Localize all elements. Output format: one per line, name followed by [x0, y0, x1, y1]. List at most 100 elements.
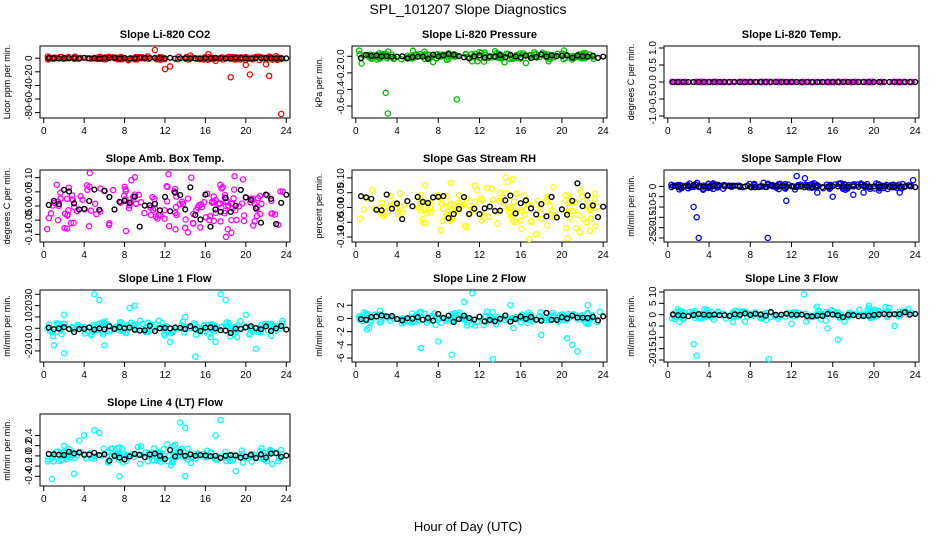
mean-point — [252, 205, 260, 212]
data-point — [179, 200, 187, 208]
chart-panel: Slope Sample Flow 0 4 8 12 16 20 24 0 -5-10-15-20… — [626, 153, 921, 261]
data-point — [447, 200, 455, 208]
data-point — [591, 190, 598, 197]
data-point — [147, 211, 155, 219]
x-tick-label: 0 — [353, 126, 359, 137]
y-tick-label: 0.00 — [24, 196, 35, 216]
y-tick-label: -5 — [648, 321, 659, 330]
x-tick-label: 4 — [706, 126, 712, 137]
y-tick-label: -0.10 — [336, 225, 347, 248]
data-point — [121, 183, 128, 191]
data-point — [855, 306, 863, 313]
mean-point — [383, 191, 390, 198]
figure-title: SPL_101207 Slope Diagnostics — [370, 1, 567, 17]
mean-point — [450, 210, 457, 218]
y-axis-label: ml/min per min. — [2, 295, 12, 357]
x-tick-label: 8 — [122, 126, 128, 137]
data-point — [494, 220, 501, 227]
data-point — [182, 216, 189, 223]
y-tick-label: -4 — [336, 340, 347, 349]
x-tick-label: 0 — [353, 370, 359, 381]
data-point — [591, 195, 599, 203]
x-tick-label: 4 — [394, 370, 400, 381]
mean-point — [471, 316, 478, 323]
chart-panel: Slope Amb. Box Temp. 0 4 8 12 16 20 24 0.100.050… — [2, 153, 292, 261]
x-tick-label: 8 — [122, 494, 128, 505]
data-point — [439, 217, 446, 225]
mean-point — [589, 313, 597, 321]
mean-point — [283, 326, 290, 333]
mean-point — [363, 194, 370, 201]
data-point — [572, 224, 580, 232]
data-point — [69, 196, 76, 204]
mean-point — [414, 193, 421, 201]
outlier-point — [176, 419, 184, 426]
data-point — [510, 198, 518, 206]
outlier-point — [814, 189, 821, 196]
y-tick-label: -20 — [648, 352, 659, 367]
outlier-point — [896, 189, 903, 196]
y-tick-label: 0.0 — [336, 49, 347, 63]
data-point — [257, 328, 264, 336]
x-tick-label: 24 — [598, 250, 610, 261]
data-point — [190, 319, 198, 327]
data-point — [53, 181, 61, 188]
mean-point — [497, 315, 504, 322]
x-tick-label: 0 — [665, 370, 671, 381]
data-point — [98, 319, 106, 326]
mean-point — [182, 206, 189, 213]
x-tick-label: 4 — [706, 250, 712, 261]
data-point — [45, 321, 53, 328]
mean-point — [600, 203, 607, 210]
mean-point — [741, 310, 749, 317]
data-point — [218, 185, 225, 192]
data-point — [106, 220, 113, 227]
y-tick-label: 0 — [648, 183, 659, 189]
outlier-point — [429, 58, 437, 66]
data-point — [565, 193, 572, 200]
mean-point — [481, 205, 488, 212]
outlier-point — [50, 342, 58, 349]
mean-point — [363, 316, 370, 323]
outlier-point — [96, 429, 103, 437]
mean-point — [257, 326, 265, 333]
mean-point — [819, 312, 826, 320]
mean-point — [192, 326, 199, 333]
outlier-point — [860, 189, 867, 196]
data-point — [173, 211, 180, 219]
mean-point — [460, 194, 468, 201]
data-point — [537, 309, 544, 316]
data-point — [905, 305, 912, 313]
data-point — [463, 223, 470, 231]
y-tick-label: -0.2 — [336, 64, 347, 82]
outlier-point — [252, 345, 260, 352]
mean-point — [912, 184, 919, 191]
x-tick-label: 0 — [41, 494, 47, 505]
mean-point — [476, 52, 483, 59]
data-point — [197, 201, 205, 208]
mean-point — [589, 202, 597, 209]
outlier-point — [476, 48, 483, 56]
data-point — [160, 445, 167, 453]
data-point — [164, 183, 171, 191]
outlier-point — [101, 342, 108, 349]
x-tick-label: 8 — [122, 370, 128, 381]
data-point — [516, 50, 524, 57]
data-point — [562, 224, 570, 232]
mean-point — [60, 451, 68, 459]
y-tick-label: -10 — [648, 199, 659, 214]
data-point — [471, 198, 478, 206]
data-point — [134, 443, 142, 451]
data-point — [247, 199, 254, 206]
x-tick-label: 24 — [598, 370, 610, 381]
outlier-point — [690, 340, 697, 348]
mean-point — [156, 207, 164, 214]
mean-point — [502, 197, 509, 204]
y-tick-label: -40 — [24, 78, 35, 93]
outlier-point — [584, 301, 591, 309]
x-tick-label: 16 — [200, 494, 212, 505]
data-point — [498, 55, 505, 62]
x-tick-label: 12 — [159, 250, 171, 261]
y-tick-label: -20 — [24, 343, 35, 358]
